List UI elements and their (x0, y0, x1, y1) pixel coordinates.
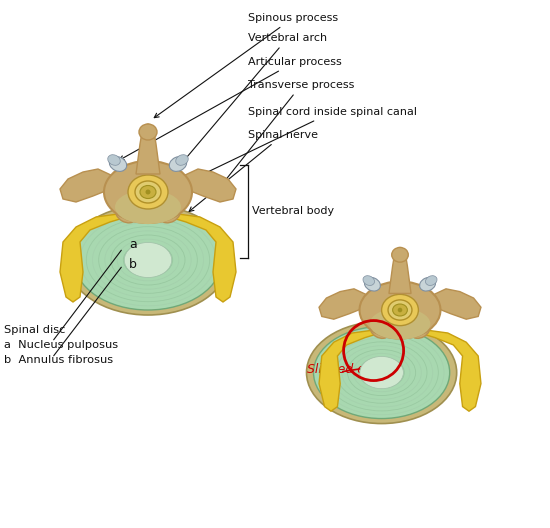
Ellipse shape (370, 322, 389, 338)
Text: Spinous process: Spinous process (154, 13, 338, 118)
Polygon shape (60, 169, 113, 202)
Ellipse shape (388, 300, 412, 320)
Text: Vertebral body: Vertebral body (252, 206, 334, 216)
Ellipse shape (306, 322, 456, 423)
Circle shape (398, 308, 402, 312)
Text: Spinal cord inside spinal canal: Spinal cord inside spinal canal (169, 107, 417, 190)
Text: a: a (129, 239, 137, 251)
Ellipse shape (139, 124, 157, 140)
Ellipse shape (169, 157, 186, 172)
Polygon shape (183, 169, 236, 202)
Text: b  Annulus fibrosus: b Annulus fibrosus (4, 355, 113, 365)
Polygon shape (60, 214, 120, 302)
Ellipse shape (176, 155, 188, 165)
Ellipse shape (115, 190, 181, 224)
Ellipse shape (411, 322, 430, 338)
Ellipse shape (393, 304, 408, 316)
Ellipse shape (392, 248, 408, 262)
Ellipse shape (160, 205, 180, 223)
Text: a  Nucleus pulposus: a Nucleus pulposus (4, 340, 118, 350)
Text: b: b (129, 259, 137, 271)
Polygon shape (176, 214, 236, 302)
Ellipse shape (108, 155, 120, 165)
Ellipse shape (109, 157, 126, 172)
Ellipse shape (426, 276, 437, 286)
Ellipse shape (420, 277, 436, 291)
Polygon shape (426, 330, 481, 411)
Text: Spinal nerve: Spinal nerve (189, 130, 318, 211)
Text: Spinal disc: Spinal disc (4, 325, 65, 335)
Ellipse shape (124, 242, 172, 278)
Circle shape (146, 190, 151, 194)
Ellipse shape (370, 308, 430, 340)
Ellipse shape (314, 326, 450, 419)
Text: Transverse process: Transverse process (223, 80, 354, 184)
Ellipse shape (363, 276, 375, 286)
Ellipse shape (360, 281, 441, 338)
Polygon shape (319, 289, 368, 319)
Ellipse shape (360, 356, 403, 389)
Ellipse shape (128, 175, 168, 209)
Ellipse shape (135, 181, 161, 203)
Ellipse shape (74, 210, 222, 310)
Text: Slipped disc: Slipped disc (307, 363, 382, 376)
Ellipse shape (382, 295, 419, 326)
Ellipse shape (116, 205, 136, 223)
Ellipse shape (365, 277, 381, 291)
Text: Vertebral arch: Vertebral arch (179, 33, 327, 167)
Polygon shape (432, 289, 481, 319)
Ellipse shape (140, 185, 156, 199)
Text: Articular process: Articular process (119, 57, 342, 160)
Ellipse shape (104, 161, 192, 223)
Polygon shape (389, 248, 411, 294)
Polygon shape (136, 124, 160, 174)
Ellipse shape (67, 205, 229, 315)
Polygon shape (319, 330, 374, 411)
